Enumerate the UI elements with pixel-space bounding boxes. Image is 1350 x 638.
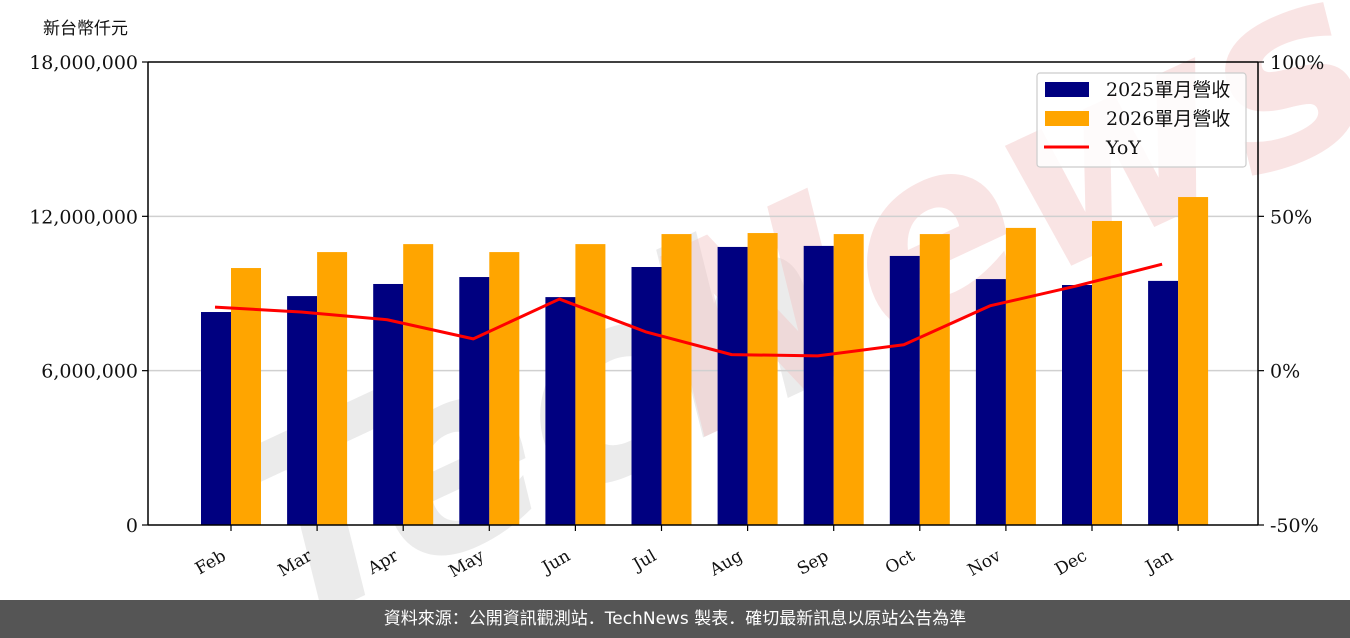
legend-label: 2025單月營收 — [1106, 79, 1230, 101]
bar-2025 — [803, 245, 834, 526]
bar-2026 — [833, 234, 864, 525]
y-tick-label: 0 — [126, 515, 138, 537]
x-tick-label: Feb — [192, 546, 230, 579]
bar-2026 — [575, 244, 606, 525]
yoy-line — [214, 262, 1163, 358]
bar-2025 — [889, 255, 920, 525]
source-footer: 資料來源：公開資訊觀測站．TechNews 製表．確切最新訊息以原站公告為準 — [0, 600, 1350, 638]
bar-2025 — [717, 246, 748, 525]
x-tick-label: Aug — [706, 546, 747, 581]
x-tick-label: Sep — [794, 546, 832, 580]
bar-2026 — [1092, 220, 1122, 526]
x-tick-label: Nov — [964, 546, 1004, 581]
bar-2025 — [459, 277, 490, 525]
legend-swatch — [1045, 111, 1089, 126]
bar-2026 — [231, 268, 261, 525]
bar-2025 — [545, 297, 576, 525]
yoy-polyline — [214, 262, 1163, 358]
x-tick-label: Dec — [1052, 546, 1091, 580]
bar-2026 — [661, 234, 692, 525]
bar-2025 — [1148, 280, 1179, 525]
legend-box — [1036, 72, 1247, 168]
bar-2026 — [747, 233, 778, 525]
bar-2025 — [631, 267, 662, 525]
y2-tick-label: 50% — [1270, 206, 1312, 228]
y2-tick-label: 0% — [1270, 361, 1300, 383]
y2-tick-label: 100% — [1270, 52, 1324, 74]
bar-2025 — [975, 279, 1006, 525]
y-axis-unit-label: 新台幣仟元 — [43, 19, 128, 39]
bar-2025 — [373, 283, 404, 525]
bar-series — [201, 197, 1209, 526]
legend-label: 2026單月營收 — [1106, 108, 1230, 130]
bar-2026 — [1178, 197, 1209, 525]
y2-tick-label: -50% — [1270, 515, 1319, 537]
x-tick-label: Jul — [628, 546, 660, 576]
y-tick-label: 6,000,000 — [41, 361, 138, 383]
y-tick-label: 18,000,000 — [29, 52, 138, 74]
bar-2026 — [317, 252, 348, 525]
bar-2026 — [1005, 227, 1036, 526]
bar-2026 — [919, 234, 950, 525]
x-tick-label: Jan — [1141, 546, 1177, 578]
bar-2025 — [1062, 285, 1092, 525]
legend-swatch — [1045, 82, 1089, 97]
legend-label: YoY — [1105, 137, 1141, 159]
revenue-chart: TechNews 06,000,00012,000,00018,000,000-… — [29, 0, 1350, 600]
x-tick-label: Oct — [882, 546, 918, 579]
bar-2025 — [201, 312, 231, 525]
y-tick-label: 12,000,000 — [29, 206, 138, 228]
bar-2026 — [403, 244, 434, 525]
bar-2025 — [287, 296, 318, 525]
bar-2026 — [489, 252, 520, 525]
legend: 2025單月營收 2026單月營收 YoY — [1036, 72, 1247, 168]
